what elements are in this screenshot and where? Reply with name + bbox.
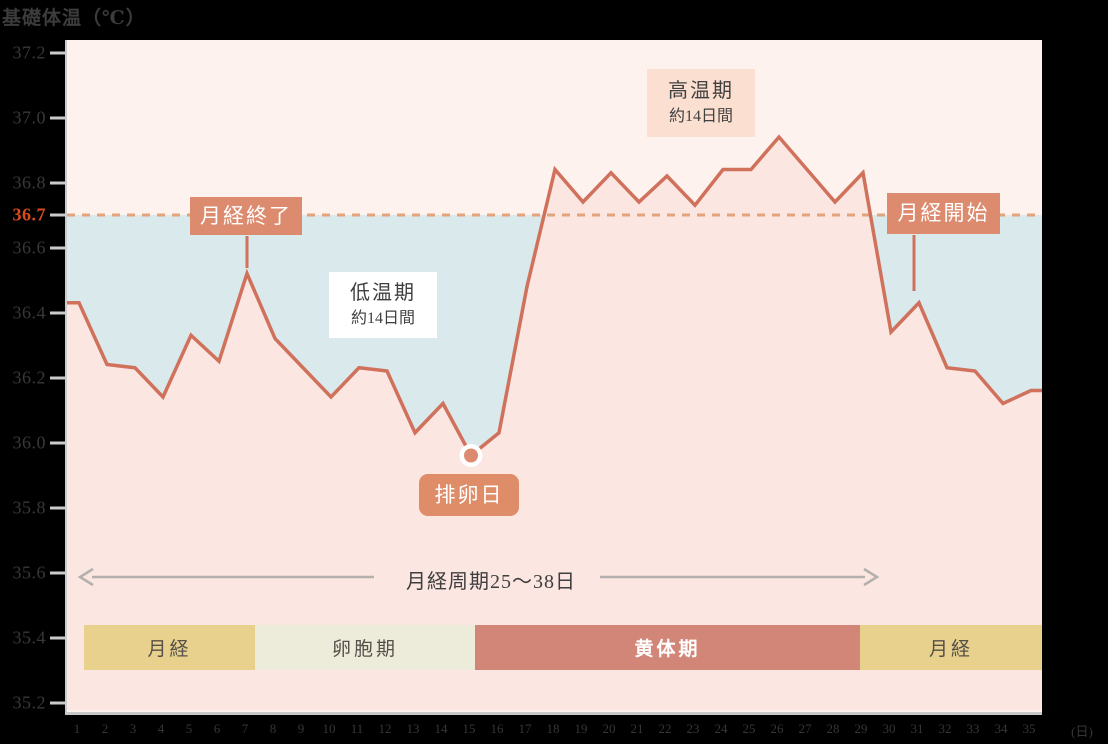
y-axis-tick: [50, 441, 65, 444]
phase-band-menses-1: 月経: [84, 625, 255, 670]
low-phase-title: 低温期: [350, 282, 416, 304]
temperature-line: [67, 134, 1042, 459]
y-axis-label: 35.2: [12, 692, 46, 712]
x-axis-label: 22: [658, 721, 672, 736]
x-axis-label: 29: [854, 721, 868, 736]
x-axis-label: 32: [938, 721, 952, 736]
y-axis-tick: [50, 571, 65, 574]
x-axis-label: 34: [994, 721, 1008, 736]
ovulation-dot: [464, 448, 478, 463]
under-curve-area: [67, 137, 1042, 710]
x-axis-label: 18: [546, 721, 560, 736]
x-axis-label: 14: [434, 721, 448, 736]
high-phase-title: 高温期: [668, 80, 734, 102]
y-axis-label: 35.6: [12, 562, 46, 582]
y-axis-label: 36.8: [12, 172, 46, 192]
high-phase-duration: 約14日間: [668, 108, 733, 125]
x-axis-label: 28: [826, 721, 840, 736]
x-axis-label: 4: [157, 721, 165, 736]
y-axis-tick: [50, 636, 65, 639]
y-axis-label: 36.4: [12, 302, 46, 322]
temperature-curve-svg: [67, 134, 1042, 710]
x-axis-label: 17: [518, 721, 532, 736]
y-axis-tick: [50, 181, 65, 184]
x-axis-label: 5: [185, 721, 193, 736]
x-axis-label: 3: [129, 721, 137, 736]
y-axis-label: 36.2: [12, 367, 46, 387]
x-axis-label: 1: [73, 721, 81, 736]
y-axis-label: 37.2: [12, 42, 46, 62]
x-axis-label: 21: [630, 721, 644, 736]
y-axis-tick: [50, 116, 65, 119]
x-axis-label: 33: [966, 721, 980, 736]
y-axis-tick: [50, 246, 65, 249]
x-axis-label: 8: [269, 721, 277, 736]
x-axis-label: 20: [602, 721, 616, 736]
cycle-length-label: 月経周期25〜38日: [406, 571, 576, 593]
y-axis-label: 37.0: [12, 107, 46, 127]
x-axis-label: 26: [770, 721, 784, 736]
y-axis-tick: [50, 376, 65, 379]
x-axis-label: 30: [882, 721, 896, 736]
phase-band-label: 月経: [928, 639, 973, 660]
x-axis-label: 2: [101, 721, 109, 736]
cycle-arrow-left-head: [77, 567, 94, 587]
annotation-ovulation-day: 排卵日: [419, 474, 519, 516]
x-axis-label: 16: [490, 721, 504, 736]
phase-band-label: 黄体期: [634, 639, 701, 660]
cycle-arrow-right-head: [863, 567, 880, 587]
plot-area: 月経 卵胞期 黄体期 月経 月経周期25〜38日 月経終了 月経開始 排卵日 低…: [65, 40, 1042, 715]
y-axis-label: 35.4: [12, 627, 46, 647]
annotation-low-phase: 低温期 約14日間: [329, 272, 437, 338]
annotation-menses-end: 月経終了: [190, 197, 302, 235]
x-axis-label: 24: [714, 721, 728, 736]
x-axis-label: 19: [574, 721, 588, 736]
x-axis-label: 13: [406, 721, 420, 736]
x-axis-label: 27: [798, 721, 812, 736]
x-axis-label: 31: [910, 721, 924, 736]
phase-band-follicular: 卵胞期: [255, 625, 475, 670]
x-axis-label: 7: [241, 721, 249, 736]
y-axis-tick: [50, 213, 65, 217]
y-axis-tick: [50, 51, 65, 54]
y-axis-label: 36.0: [12, 432, 46, 452]
x-axis-label: 9: [297, 721, 305, 736]
low-phase-duration: 約14日間: [350, 310, 415, 327]
annotation-menses-start: 月経開始: [887, 193, 1000, 234]
x-axis-label: 10: [322, 721, 336, 736]
chart-title: 基礎体温（℃）: [2, 8, 146, 29]
y-axis-label: 35.8: [12, 497, 46, 517]
x-axis-unit-label: (日): [1071, 724, 1093, 739]
x-axis-label: 11: [350, 721, 364, 736]
phase-band-menses-2: 月経: [860, 625, 1042, 670]
x-axis-label: 15: [462, 721, 476, 736]
x-axis-label: 35: [1022, 721, 1036, 736]
x-axis-label: 25: [742, 721, 756, 736]
x-axis-label: 23: [686, 721, 700, 736]
x-axis-label: 6: [213, 721, 221, 736]
y-axis-reference-label: 36.7: [12, 204, 46, 225]
annotation-high-phase: 高温期 約14日間: [647, 69, 755, 137]
y-axis-tick: [50, 506, 65, 509]
phase-band-luteal: 黄体期: [475, 625, 860, 670]
phase-band-label: 卵胞期: [331, 639, 398, 660]
x-axis-label: 12: [378, 721, 392, 736]
y-axis-tick: [50, 311, 65, 314]
y-axis-label: 36.6: [12, 237, 46, 257]
y-axis-tick: [50, 701, 65, 704]
phase-band-label: 月経: [147, 639, 192, 660]
